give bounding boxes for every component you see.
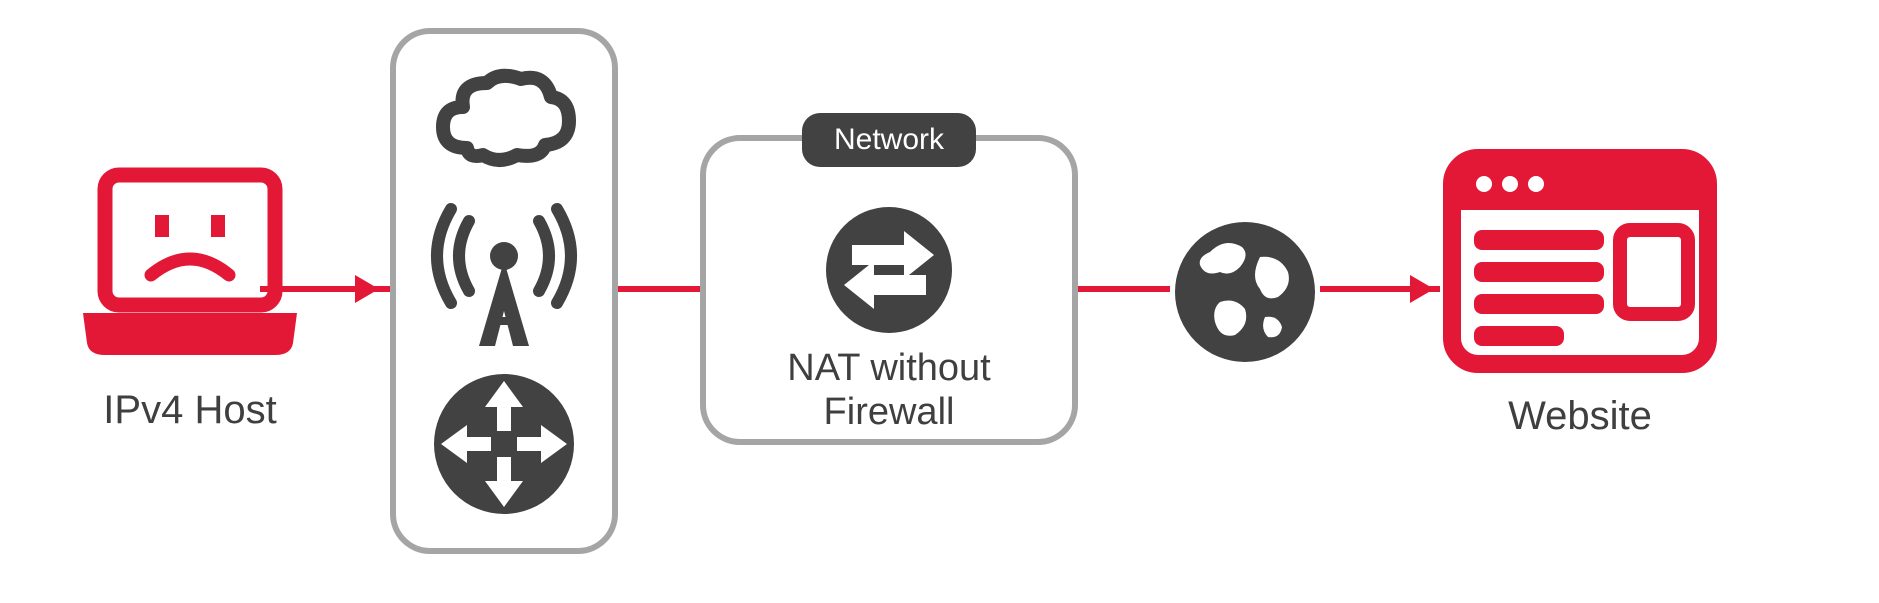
cloud-outline-icon: [429, 63, 579, 173]
network-node: Network NAT without Firewall: [700, 135, 1078, 445]
access-node: [390, 28, 618, 554]
arrow-globe-website: [1410, 275, 1434, 303]
globe-icon: [1170, 217, 1320, 367]
nat-icon-wrap: [824, 205, 954, 335]
wifi-tower-icon: [419, 191, 589, 351]
webpage-icon: [1440, 146, 1720, 376]
edge-network-globe: [1078, 286, 1183, 292]
host-label: IPv4 Host: [75, 388, 305, 433]
bidirectional-arrows-icon: [824, 205, 954, 335]
website-node: [1440, 146, 1720, 381]
nat-label-line1: NAT without Firewall: [787, 347, 990, 433]
arrow-host-access: [355, 275, 379, 303]
laptop-sad-icon: [75, 165, 305, 365]
network-pill: Network: [802, 113, 976, 167]
diagram-canvas: IPv4 Host: [0, 0, 1879, 603]
website-label: Website: [1440, 394, 1720, 439]
edge-access-network: [618, 286, 700, 292]
router-arrows-icon: [429, 369, 579, 519]
globe-node: [1170, 217, 1320, 367]
nat-label: NAT without Firewall: [706, 347, 1072, 434]
host-node: [75, 165, 305, 370]
